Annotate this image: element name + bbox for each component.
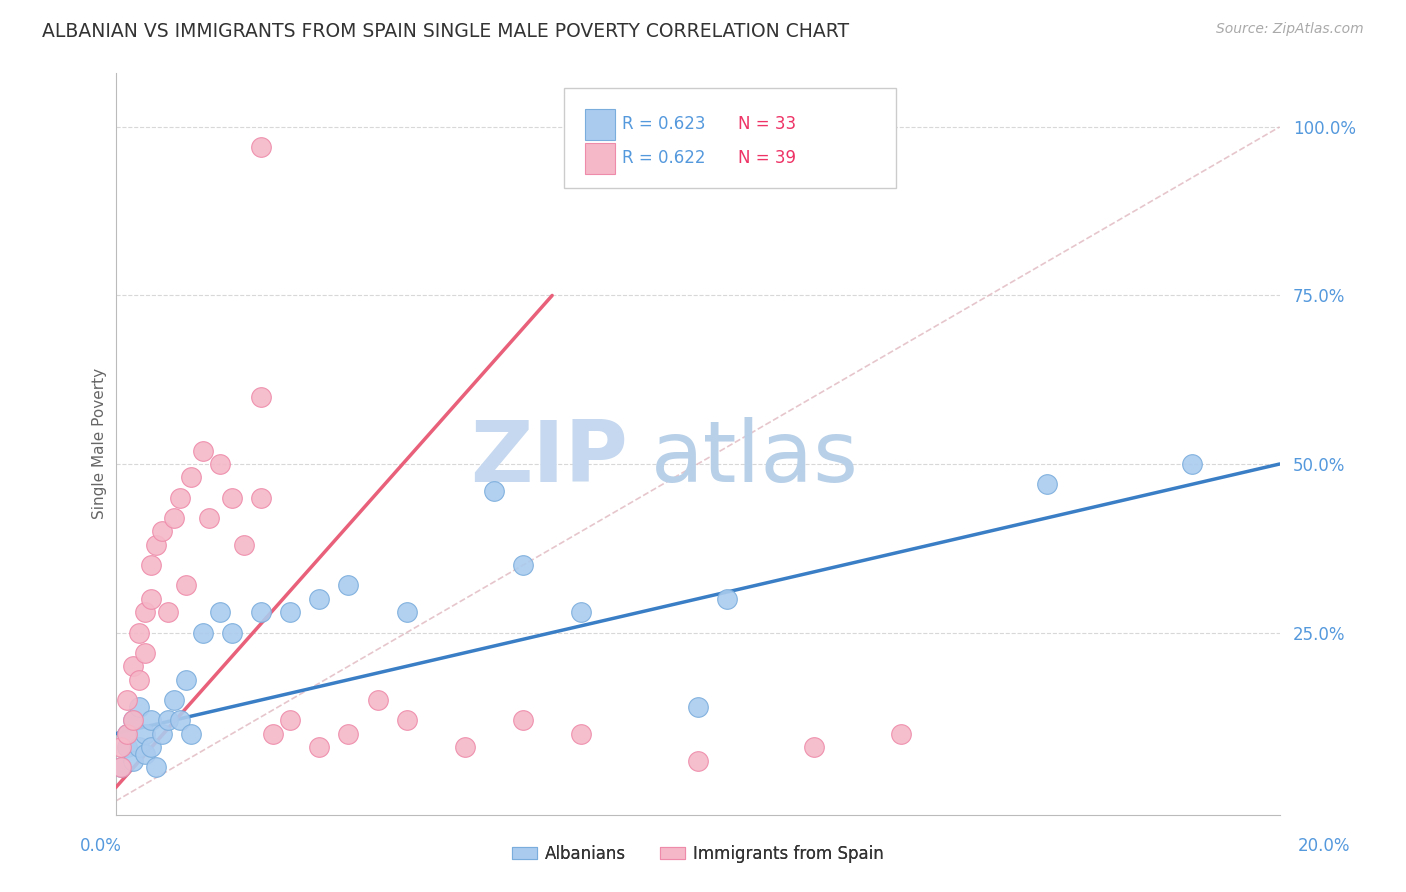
FancyBboxPatch shape bbox=[585, 143, 614, 174]
FancyBboxPatch shape bbox=[585, 109, 614, 140]
Point bbox=[128, 699, 150, 714]
Point bbox=[110, 760, 132, 774]
Point bbox=[117, 726, 139, 740]
Point bbox=[180, 470, 202, 484]
Text: 20.0%: 20.0% bbox=[1298, 837, 1351, 855]
Point bbox=[308, 591, 330, 606]
Text: ZIP: ZIP bbox=[470, 417, 628, 500]
Point bbox=[134, 747, 156, 761]
Point bbox=[278, 605, 301, 619]
Point bbox=[569, 605, 592, 619]
Text: ALBANIAN VS IMMIGRANTS FROM SPAIN SINGLE MALE POVERTY CORRELATION CHART: ALBANIAN VS IMMIGRANTS FROM SPAIN SINGLE… bbox=[42, 22, 849, 41]
Point bbox=[209, 457, 232, 471]
Text: atlas: atlas bbox=[651, 417, 859, 500]
Point bbox=[117, 740, 139, 755]
Point bbox=[128, 673, 150, 687]
Point bbox=[221, 625, 243, 640]
Text: N = 33: N = 33 bbox=[738, 115, 797, 133]
Point bbox=[367, 693, 389, 707]
Text: R = 0.622: R = 0.622 bbox=[621, 149, 706, 168]
Point bbox=[197, 511, 219, 525]
Point bbox=[110, 740, 132, 755]
Point bbox=[262, 726, 284, 740]
Point bbox=[337, 726, 360, 740]
Text: R = 0.623: R = 0.623 bbox=[621, 115, 706, 133]
Point bbox=[512, 558, 534, 573]
Point bbox=[157, 605, 180, 619]
Text: Source: ZipAtlas.com: Source: ZipAtlas.com bbox=[1216, 22, 1364, 37]
Point bbox=[191, 625, 214, 640]
Point bbox=[221, 491, 243, 505]
Point bbox=[512, 713, 534, 727]
Point bbox=[686, 699, 709, 714]
Point bbox=[180, 726, 202, 740]
Point bbox=[139, 591, 162, 606]
Point bbox=[308, 740, 330, 755]
Point bbox=[337, 578, 360, 592]
Point bbox=[278, 713, 301, 727]
Point bbox=[117, 726, 139, 740]
Point bbox=[482, 483, 505, 498]
Point bbox=[395, 713, 418, 727]
Text: N = 39: N = 39 bbox=[738, 149, 796, 168]
Point bbox=[145, 760, 167, 774]
Point bbox=[139, 740, 162, 755]
Legend: Albanians, Immigrants from Spain: Albanians, Immigrants from Spain bbox=[505, 838, 890, 870]
Point bbox=[191, 443, 214, 458]
Point bbox=[169, 491, 191, 505]
FancyBboxPatch shape bbox=[564, 87, 896, 188]
Y-axis label: Single Male Poverty: Single Male Poverty bbox=[93, 368, 107, 519]
Point bbox=[134, 646, 156, 660]
Point bbox=[122, 713, 145, 727]
Point bbox=[250, 390, 273, 404]
Point bbox=[128, 740, 150, 755]
Point bbox=[163, 693, 186, 707]
Point bbox=[209, 605, 232, 619]
Point bbox=[174, 673, 197, 687]
Point bbox=[122, 659, 145, 673]
Point bbox=[139, 558, 162, 573]
Point bbox=[128, 625, 150, 640]
Point bbox=[1181, 457, 1204, 471]
Point bbox=[890, 726, 912, 740]
Point bbox=[150, 726, 173, 740]
Point bbox=[145, 538, 167, 552]
Point bbox=[117, 693, 139, 707]
Point bbox=[803, 740, 825, 755]
Point bbox=[110, 760, 132, 774]
Point bbox=[686, 754, 709, 768]
Point bbox=[134, 726, 156, 740]
Point bbox=[122, 754, 145, 768]
Point bbox=[454, 740, 477, 755]
Point bbox=[569, 726, 592, 740]
Point bbox=[139, 713, 162, 727]
Point bbox=[174, 578, 197, 592]
Point bbox=[163, 511, 186, 525]
Point bbox=[250, 491, 273, 505]
Point bbox=[157, 713, 180, 727]
Point bbox=[716, 591, 738, 606]
Point bbox=[1036, 477, 1059, 491]
Point bbox=[134, 605, 156, 619]
Point bbox=[169, 713, 191, 727]
Point bbox=[395, 605, 418, 619]
Point bbox=[150, 524, 173, 539]
Point bbox=[122, 713, 145, 727]
Point bbox=[250, 605, 273, 619]
Text: 0.0%: 0.0% bbox=[80, 837, 122, 855]
Point bbox=[232, 538, 254, 552]
Point bbox=[250, 140, 273, 154]
